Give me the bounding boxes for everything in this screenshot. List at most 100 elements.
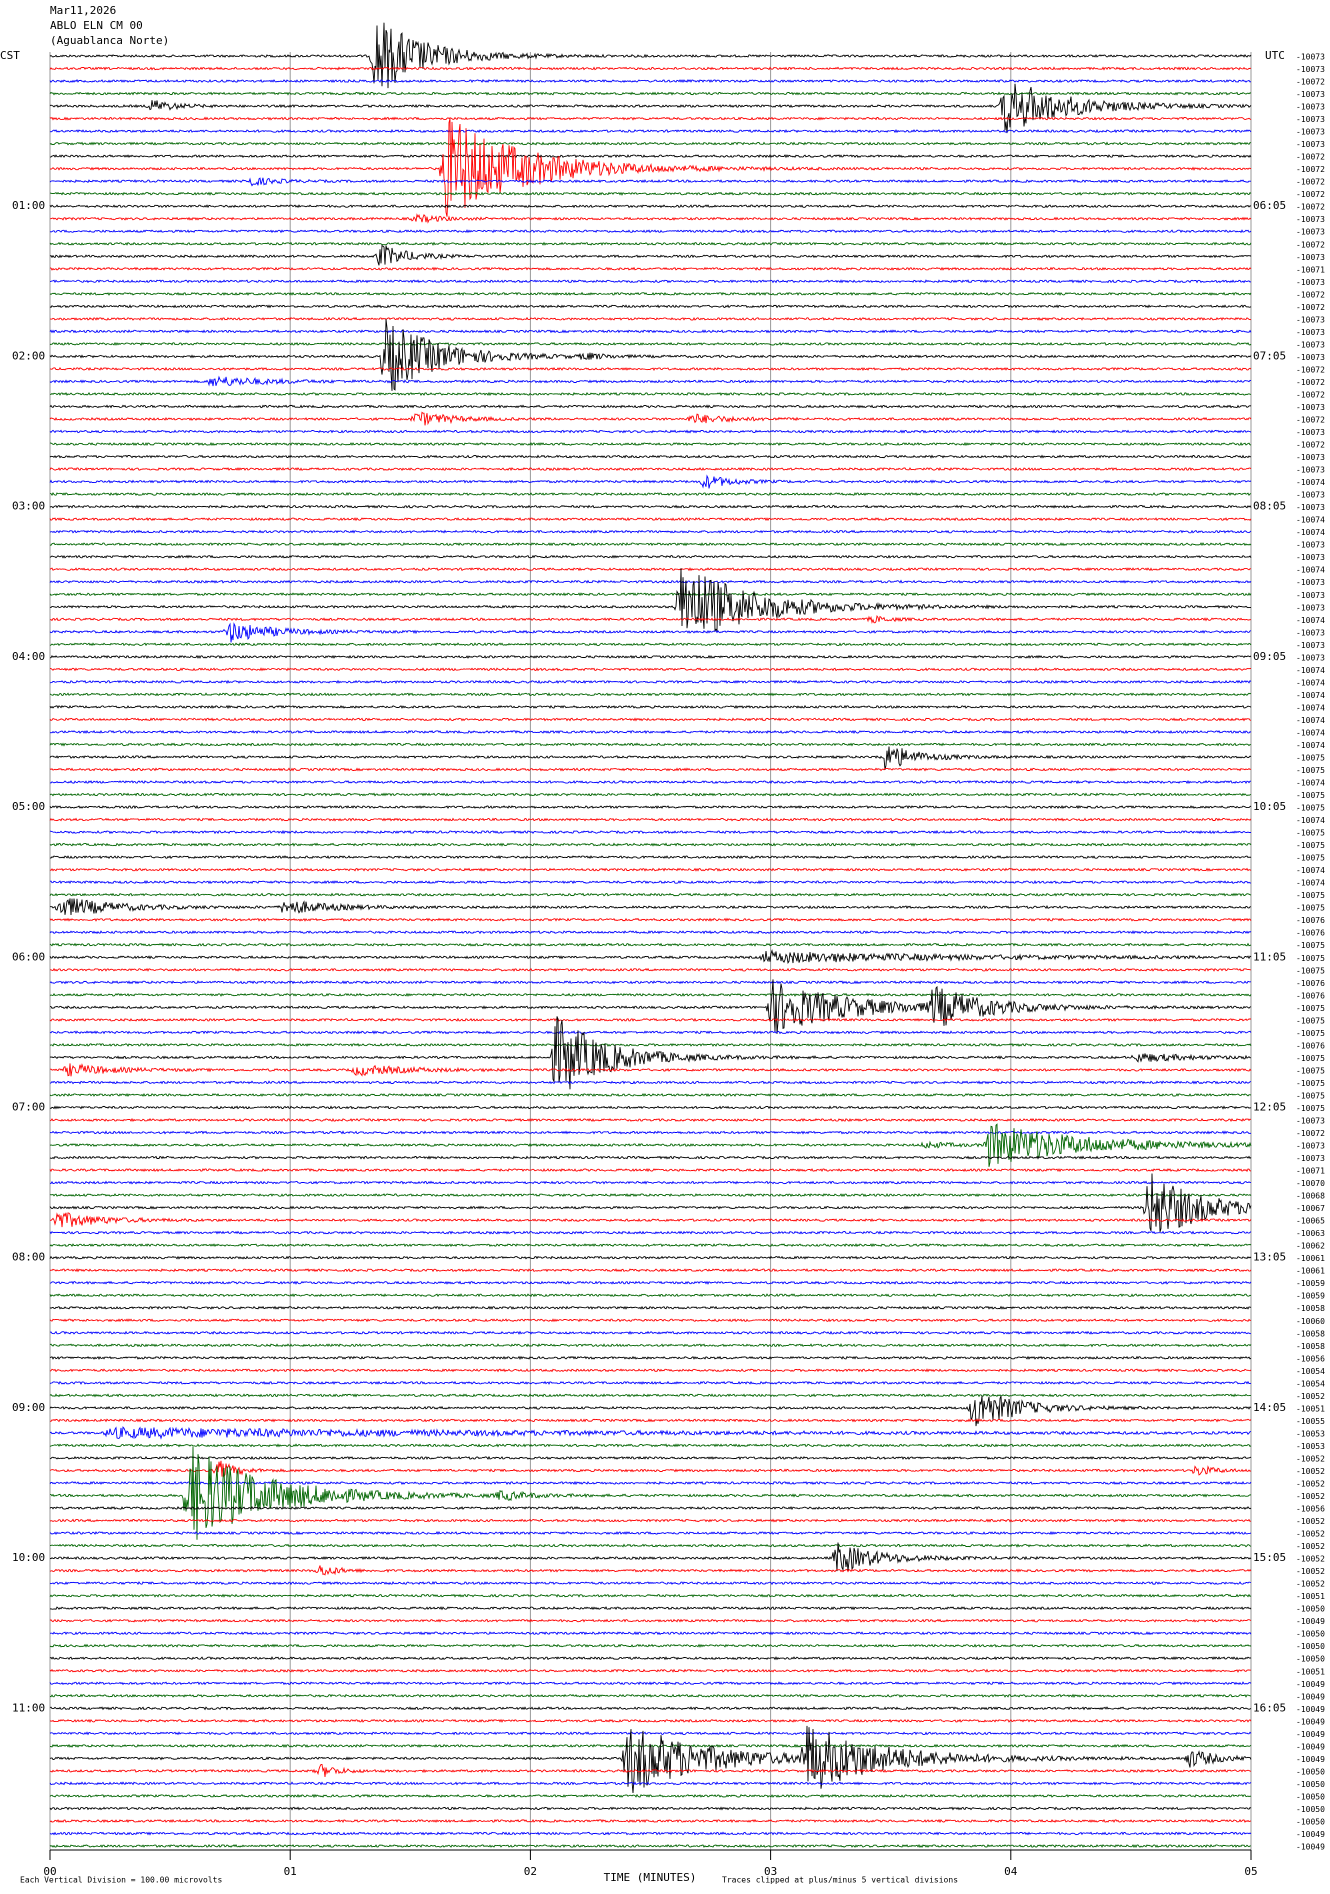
row-offset: -10051 (1296, 1667, 1325, 1676)
row-offset: -10073 (1296, 453, 1325, 462)
row-offset: -10075 (1296, 829, 1325, 838)
trace (49, 1042, 1252, 1048)
row-offset: -10052 (1296, 1479, 1325, 1488)
trace (50, 967, 1251, 972)
x-tick-label: 01 (284, 1865, 297, 1878)
trace (49, 1418, 1252, 1423)
row-offset: -10073 (1296, 353, 1325, 362)
row-offset: -10052 (1296, 1580, 1325, 1589)
trace (49, 441, 1252, 447)
trace (49, 567, 1252, 572)
trace (49, 1793, 1252, 1799)
row-offset: -10060 (1296, 1317, 1325, 1326)
row-offset: -10073 (1296, 278, 1325, 287)
row-offset: -10073 (1296, 1154, 1325, 1163)
trace (49, 792, 1252, 797)
trace (49, 1243, 1252, 1248)
trace (49, 1212, 1252, 1228)
scale-note: Each Vertical Division = 100.00 microvol… (20, 1876, 222, 1885)
left-hour-label: 03:00 (12, 500, 45, 513)
trace (49, 1393, 1251, 1398)
trace (49, 116, 1252, 121)
row-offset: -10049 (1296, 1755, 1325, 1764)
right-hour-label: 12:05 (1253, 1100, 1286, 1113)
row-offset: -10062 (1296, 1242, 1325, 1251)
trace (49, 1255, 1252, 1260)
trace (49, 1016, 1252, 1090)
row-offset: -10073 (1296, 90, 1325, 99)
trace (49, 1426, 1252, 1440)
row-offset: -10052 (1296, 1467, 1325, 1476)
row-offset: -10075 (1296, 954, 1325, 963)
row-offset: -10049 (1296, 1717, 1325, 1726)
trace (49, 1565, 1252, 1576)
trace (49, 1530, 1252, 1536)
trace (49, 1193, 1252, 1198)
trace (49, 329, 1252, 334)
row-offset: -10059 (1296, 1292, 1325, 1301)
row-offset: -10049 (1296, 1742, 1325, 1751)
row-offset: -10073 (1296, 641, 1325, 650)
row-offset: -10073 (1296, 215, 1325, 224)
trace (49, 78, 1252, 84)
row-offset: -10073 (1296, 103, 1325, 112)
trace (50, 279, 1252, 284)
right-hour-label: 11:05 (1253, 950, 1286, 963)
row-offset: -10068 (1296, 1192, 1325, 1201)
trace (49, 375, 1252, 387)
trace (49, 1631, 1252, 1636)
trace (49, 1030, 1252, 1035)
row-offset: -10075 (1296, 1066, 1325, 1075)
row-offset: -10072 (1296, 178, 1325, 187)
row-offset: -10073 (1296, 1142, 1325, 1151)
row-offset: -10052 (1296, 1492, 1325, 1501)
row-offset: -10074 (1296, 528, 1325, 537)
row-offset: -10073 (1296, 553, 1325, 562)
trace (49, 1668, 1252, 1673)
trace (49, 129, 1252, 134)
trace (49, 266, 1252, 271)
trace (49, 411, 1252, 426)
row-offset: -10072 (1296, 203, 1325, 212)
x-tick-label: 03 (764, 1865, 777, 1878)
row-offset: -10070 (1296, 1179, 1325, 1188)
row-offset: -10050 (1296, 1605, 1325, 1614)
row-offset: -10053 (1296, 1442, 1325, 1451)
row-offset: -10065 (1296, 1217, 1325, 1226)
trace (49, 592, 1252, 597)
trace (49, 1167, 1252, 1173)
row-offset: -10074 (1296, 816, 1325, 825)
left-hour-label: 07:00 (12, 1100, 45, 1113)
trace (49, 1731, 1252, 1736)
trace (49, 898, 1251, 916)
row-offset: -10052 (1296, 1517, 1325, 1526)
row-offset: -10075 (1296, 841, 1325, 850)
trace (49, 1718, 1252, 1723)
row-offset: -10061 (1296, 1267, 1325, 1276)
row-offset: -10056 (1296, 1505, 1325, 1514)
row-offset: -10072 (1296, 190, 1325, 199)
trace (49, 615, 1252, 624)
trace (49, 1318, 1252, 1323)
row-offset: -10075 (1296, 1054, 1325, 1063)
row-offset: -10072 (1296, 290, 1325, 299)
trace (49, 1480, 1252, 1486)
trace (49, 229, 1252, 234)
row-offset: -10076 (1296, 991, 1325, 1000)
row-offset: -10073 (1296, 228, 1325, 237)
trace (49, 717, 1252, 722)
row-offset: -10072 (1296, 78, 1325, 87)
row-offset: -10074 (1296, 716, 1325, 725)
trace (49, 529, 1252, 534)
trace (50, 979, 1252, 1034)
trace (49, 746, 1252, 770)
trace (49, 1017, 1252, 1022)
row-offset: -10076 (1296, 929, 1325, 938)
right-hour-label: 08:05 (1253, 500, 1286, 513)
row-offset: -10050 (1296, 1630, 1325, 1639)
trace (49, 1763, 1252, 1777)
row-offset: -10052 (1296, 1454, 1325, 1463)
trace (49, 704, 1252, 710)
trace (49, 1542, 1252, 1572)
trace (49, 466, 1252, 472)
